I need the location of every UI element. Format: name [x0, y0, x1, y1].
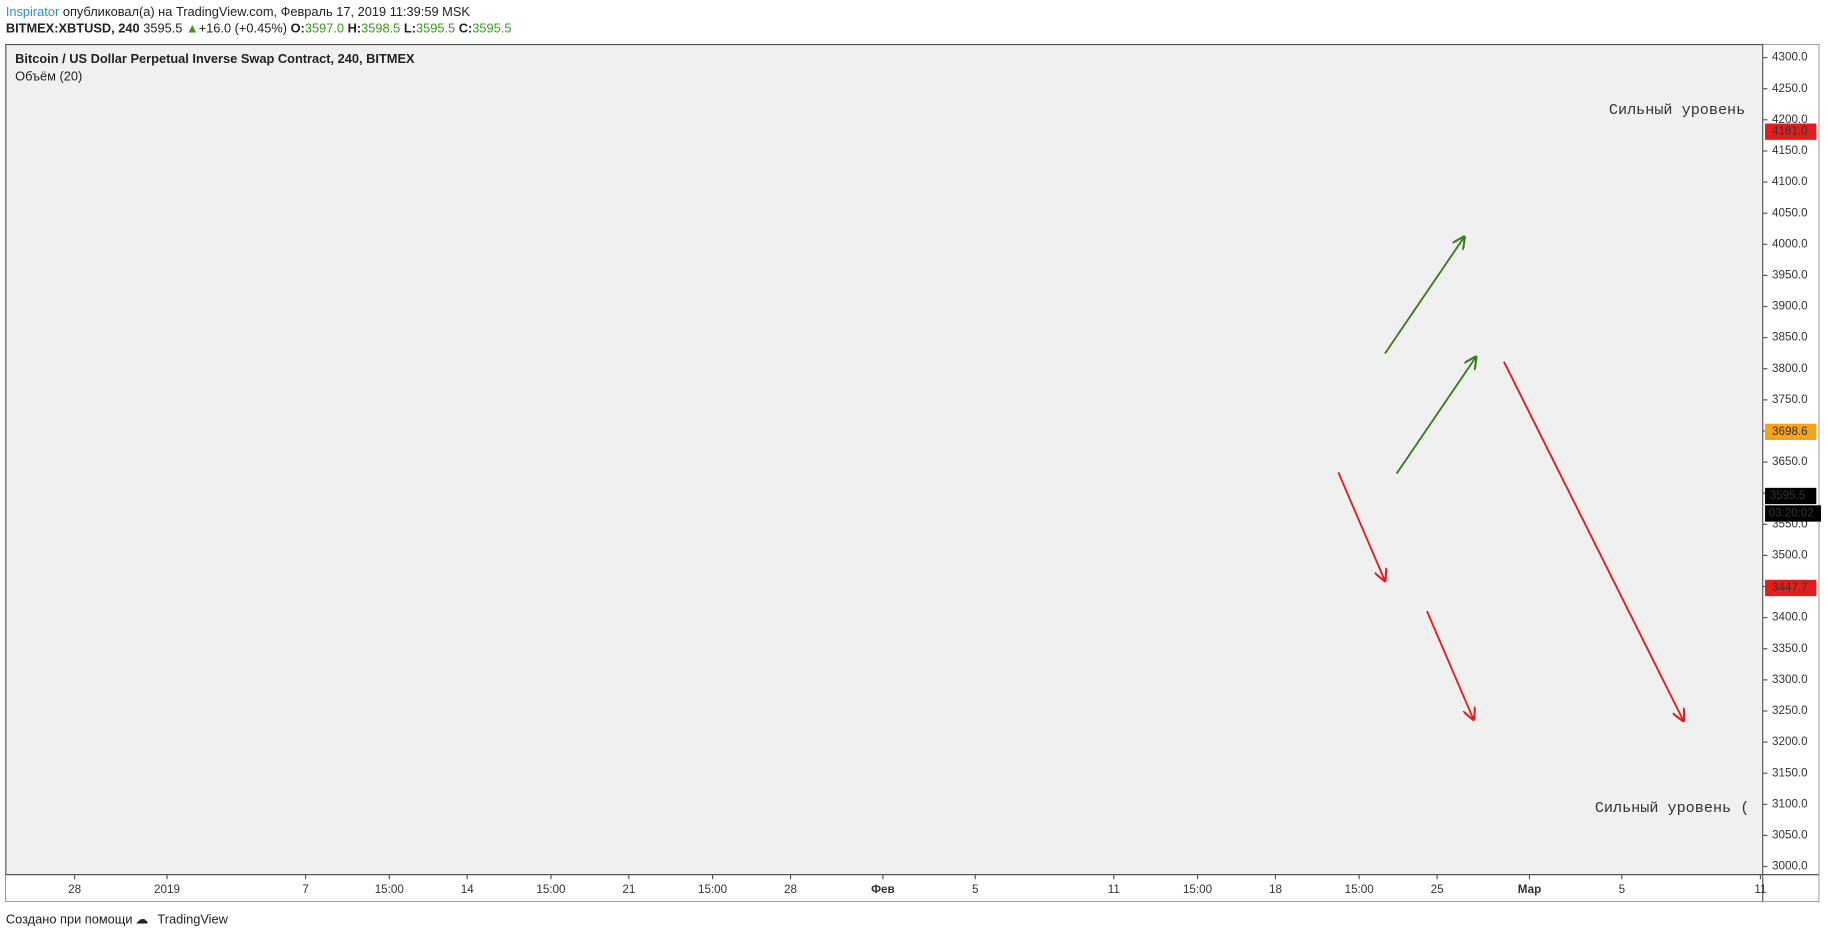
- up-icon: ▲: [186, 21, 199, 36]
- x-tick-label: 7: [302, 883, 308, 896]
- x-tick-label: Фев: [871, 883, 895, 896]
- y-tick-label: 4150.0: [1772, 144, 1808, 157]
- last: 3595.5: [143, 21, 182, 36]
- y-tick-label: 3300.0: [1772, 673, 1808, 686]
- y-tick-label: 3400.0: [1772, 611, 1808, 624]
- x-tick-label: 11: [1108, 883, 1120, 896]
- x-tick-label: 15:00: [1345, 883, 1375, 896]
- y-tick-label: 3750.0: [1772, 393, 1808, 406]
- annotation: Сильный уровень: [1609, 101, 1745, 119]
- level-label: 3447.7: [1772, 581, 1808, 594]
- arrow: [1384, 237, 1464, 355]
- y-tick-label: 3900.0: [1772, 300, 1808, 313]
- x-tick-label: Мар: [1518, 883, 1541, 896]
- level-label-bg: [1765, 123, 1817, 140]
- h-label: H:: [348, 21, 362, 36]
- x-tick-label: 21: [622, 883, 635, 896]
- arrows: [1337, 237, 1684, 721]
- x-tick-label: 5: [1619, 883, 1625, 896]
- svg-text:Inspirator опубликовал(а) на T: Inspirator опубликовал(а) на TradingView…: [6, 4, 471, 19]
- annotation: Сильный уровень (: [1595, 799, 1749, 817]
- x-tick-label: 28: [68, 883, 81, 896]
- symbol: BITMEX:XBTUSD, 240: [6, 21, 140, 36]
- y-tick-label: 4250.0: [1772, 82, 1808, 95]
- svg-text:BITMEX:XBTUSD, 240 3595.5 ▲+16: BITMEX:XBTUSD, 240 3595.5 ▲+16.0 (+0.45%…: [6, 21, 512, 36]
- y-tick-label: 4050.0: [1772, 206, 1808, 219]
- footer-brand[interactable]: TradingView: [157, 911, 228, 926]
- change: +16.0 (+0.45%): [199, 21, 287, 36]
- y-tick-label: 3050.0: [1772, 828, 1808, 841]
- x-tick-label: 28: [784, 883, 797, 896]
- y-tick-label: 4300.0: [1772, 51, 1808, 64]
- arrow: [1503, 361, 1684, 721]
- close: 3595.5: [472, 21, 511, 36]
- open: 3597.0: [305, 21, 344, 36]
- countdown-bg: [1765, 505, 1822, 522]
- arrow: [1426, 610, 1474, 719]
- y-tick-label: 3200.0: [1772, 735, 1808, 748]
- y-tick-label: 3350.0: [1772, 642, 1808, 655]
- o-label: O:: [291, 21, 305, 36]
- x-tick-label: 15:00: [375, 883, 405, 896]
- y-tick-label: 3250.0: [1772, 704, 1808, 717]
- level-label: 4181.0: [1772, 125, 1808, 138]
- level-label-bg: [1765, 579, 1817, 597]
- time-axis-bg: [5, 874, 1763, 902]
- x-tick-label: 25: [1431, 883, 1444, 896]
- level-label-bg: [1765, 423, 1817, 440]
- y-tick-label: 4200.0: [1772, 113, 1808, 126]
- y-tick-label: 3150.0: [1772, 766, 1808, 779]
- x-tick-label: 14: [461, 883, 474, 896]
- y-tick-label: 3100.0: [1772, 797, 1808, 810]
- x-tick-label: 15:00: [698, 883, 728, 896]
- chart-subtitle: Объём (20): [15, 69, 82, 84]
- y-tick-label: 3800.0: [1772, 362, 1808, 375]
- header: Inspirator опубликовал(а) на TradingView…: [6, 4, 512, 35]
- x-tick-label: 18: [1269, 883, 1282, 896]
- x-tick-label: 5: [972, 883, 978, 896]
- y-tick-label: 4000.0: [1772, 237, 1808, 250]
- l-label: L:: [404, 21, 416, 36]
- chart-frame: [5, 43, 1820, 903]
- x-tick-label: 15:00: [1183, 883, 1213, 896]
- y-tick-label: 3850.0: [1772, 331, 1808, 344]
- published: опубликовал(а) на TradingView.com, Февра…: [63, 4, 471, 19]
- y-tick-label: 3650.0: [1772, 455, 1808, 468]
- x-tick-label: 15:00: [536, 883, 566, 896]
- countdown: 03:20:02: [1769, 507, 1814, 520]
- high: 3598.5: [361, 21, 400, 36]
- y-tick-label: 3000.0: [1772, 860, 1808, 873]
- chart-title: Bitcoin / US Dollar Perpetual Inverse Sw…: [15, 51, 415, 66]
- y-tick-label: 3500.0: [1772, 548, 1808, 561]
- low: 3595.5: [416, 21, 455, 36]
- level-label: 3698.6: [1772, 425, 1808, 438]
- x-tick-label: 2019: [154, 883, 180, 896]
- price-axis-bg: [1762, 44, 1819, 902]
- current-price-label: 3595.5: [1770, 489, 1806, 502]
- y-tick-label: 4100.0: [1772, 175, 1808, 188]
- arrow: [1337, 472, 1385, 580]
- c-label: C:: [459, 21, 473, 36]
- author[interactable]: Inspirator: [6, 4, 60, 19]
- footer-icon: ☁: [135, 911, 148, 926]
- x-tick-label: 11: [1754, 883, 1766, 896]
- arrow: [1395, 357, 1476, 475]
- y-tick-label: 3950.0: [1772, 268, 1808, 281]
- current-price-bg: [1765, 487, 1817, 505]
- footer-text: Создано при помощи: [6, 911, 133, 926]
